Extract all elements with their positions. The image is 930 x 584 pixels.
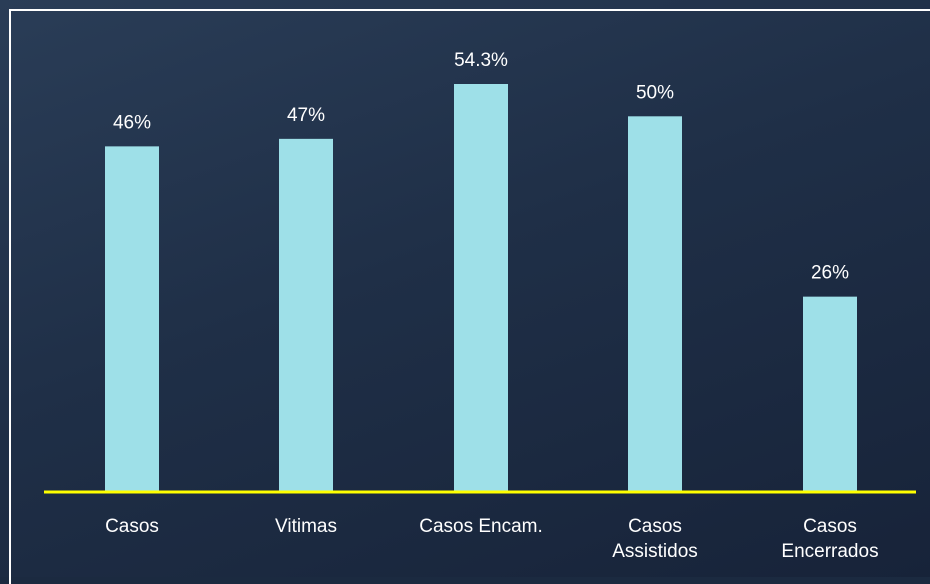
value-label-4: 26% xyxy=(811,263,849,284)
value-label-2: 54.3% xyxy=(454,50,508,71)
bar-4 xyxy=(803,296,857,492)
value-label-3: 50% xyxy=(636,82,674,103)
chart-border xyxy=(9,9,930,584)
value-label-0: 46% xyxy=(113,112,151,133)
category-label-0: Casos xyxy=(105,516,159,537)
bars xyxy=(105,84,857,493)
value-labels: 46% 47% 54.3% 50% 26% xyxy=(113,50,849,284)
bar-3 xyxy=(628,116,682,493)
value-label-1: 47% xyxy=(287,105,325,126)
category-label-2: Casos Encam. xyxy=(419,516,543,537)
category-label-3-line-1: Assistidos xyxy=(612,541,698,562)
category-label-4-line-0: Casos xyxy=(803,516,857,537)
bar-1 xyxy=(279,138,333,492)
bar-0 xyxy=(105,146,159,493)
category-label-3-line-0: Casos xyxy=(628,516,682,537)
category-label-4-line-1: Encerrados xyxy=(781,541,878,562)
category-labels: Casos Vitimas Casos Encam. Casos Assistidos C… xyxy=(105,516,879,562)
category-label-1: Vitimas xyxy=(275,516,337,537)
bar-2 xyxy=(454,84,508,492)
